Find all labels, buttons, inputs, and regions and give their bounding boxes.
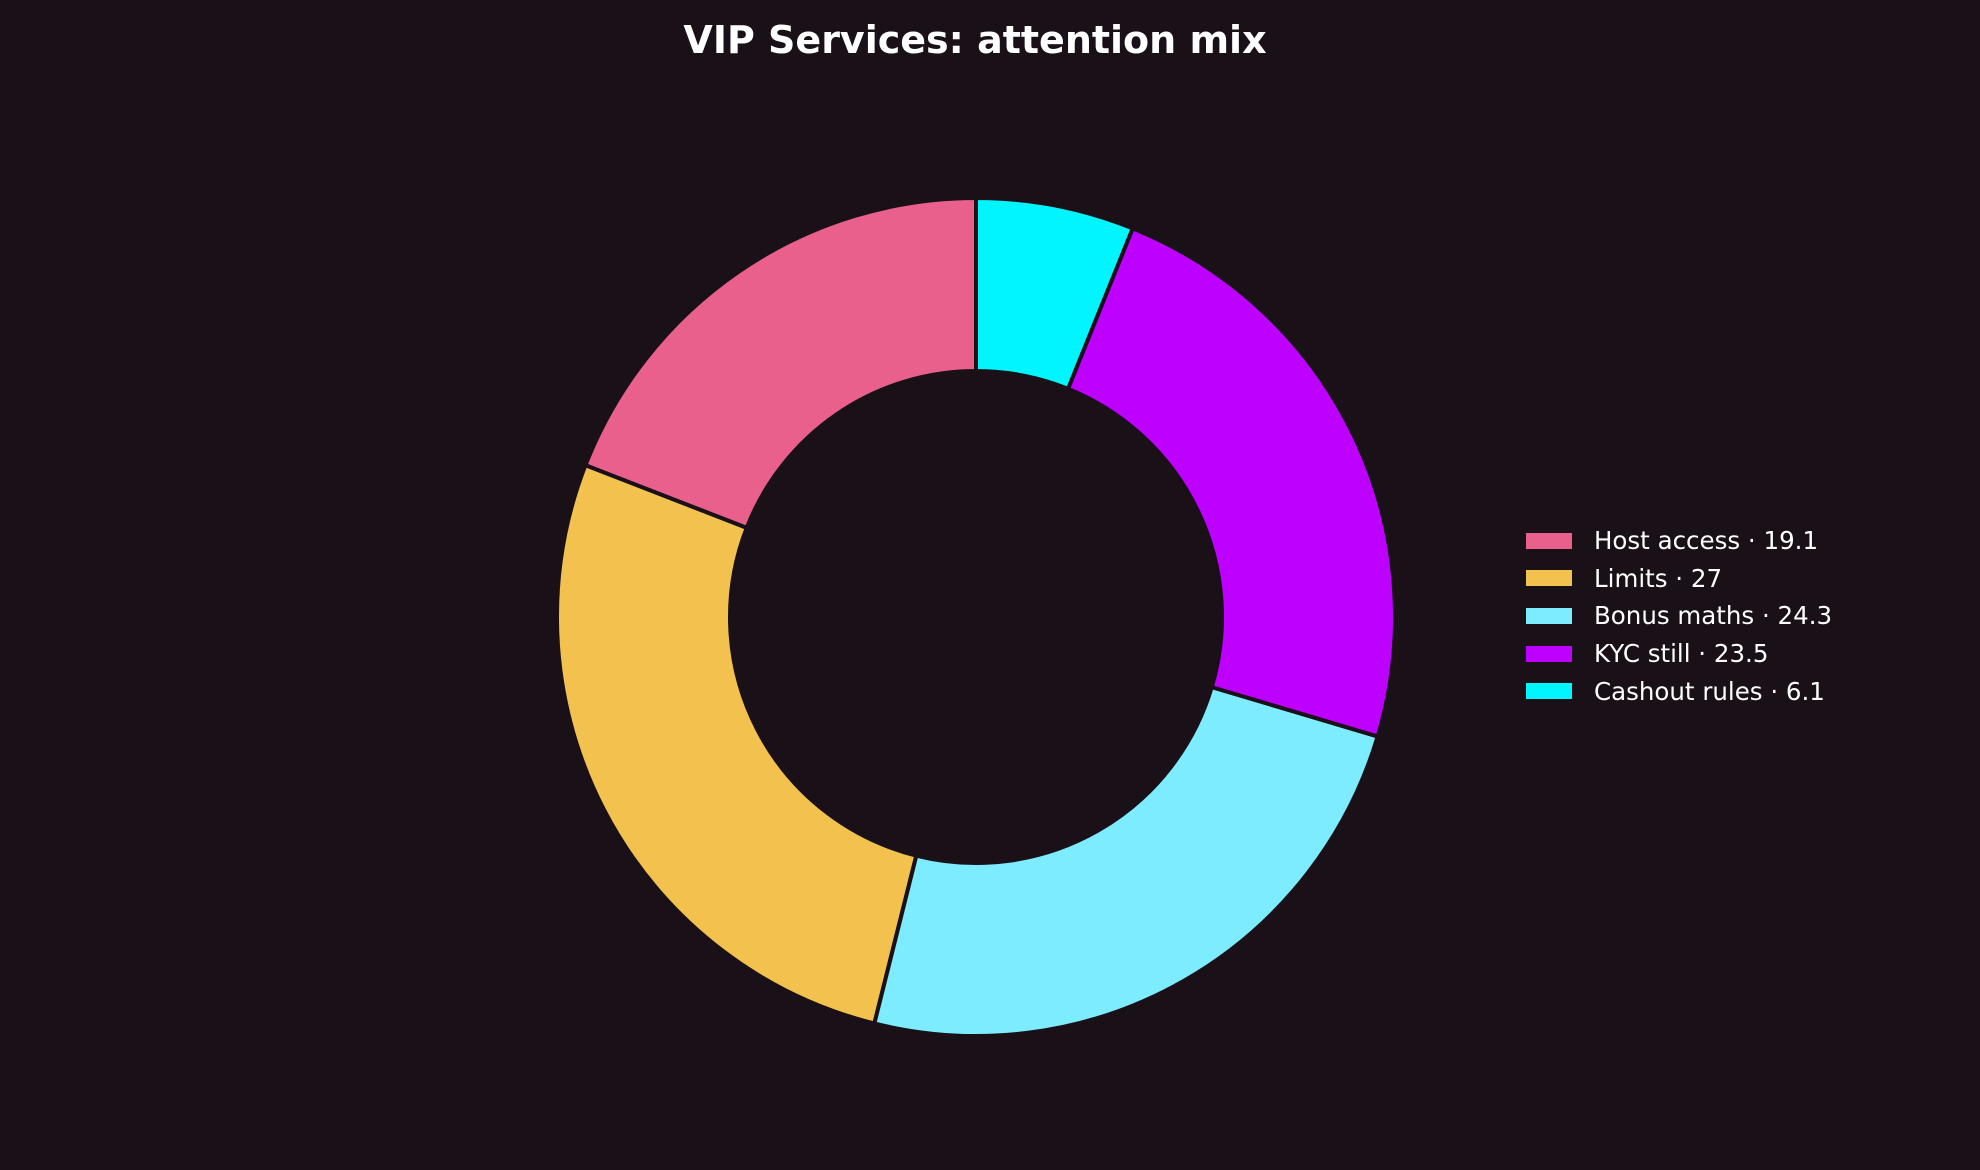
donut-slice-limits [555,463,919,1026]
legend-label: Limits · 27 [1594,563,1723,593]
legend-item: Host access · 19.1 [1526,522,1832,560]
legend-swatch [1526,570,1572,587]
legend: Host access · 19.1 Limits · 27 Bonus maths… [1526,522,1832,710]
legend-item: Limits · 27 [1526,560,1832,598]
legend-label: Host access · 19.1 [1594,526,1819,556]
donut-slice-host-access [583,196,978,530]
legend-label: Cashout rules · 6.1 [1594,676,1825,706]
legend-swatch [1526,607,1572,624]
legend-swatch [1526,645,1572,662]
donut-slice-cashout-rules [974,196,1135,391]
legend-swatch [1526,532,1572,549]
legend-item: Bonus maths · 24.3 [1526,597,1832,635]
donut-slice-kyc-still [1065,226,1397,739]
legend-label: Bonus maths · 24.3 [1594,601,1833,631]
legend-item: Cashout rules · 6.1 [1526,672,1832,710]
legend-item: KYC still · 23.5 [1526,635,1832,673]
chart-title: VIP Services: attention mix [683,18,1267,62]
donut-slice-bonus-maths [872,685,1380,1038]
legend-label: KYC still · 23.5 [1594,639,1769,669]
legend-swatch [1526,683,1572,700]
